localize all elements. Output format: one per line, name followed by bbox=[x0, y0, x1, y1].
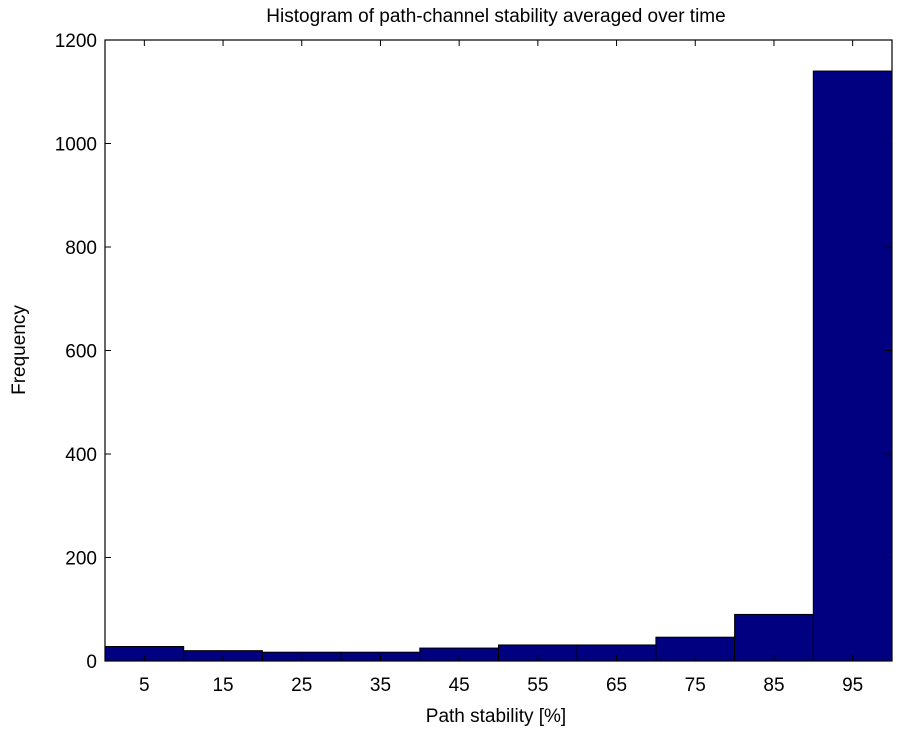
x-tick-label: 85 bbox=[763, 675, 784, 696]
histogram-bar-95 bbox=[812, 70, 893, 662]
y-tick-label: 400 bbox=[65, 445, 97, 466]
plot-frame bbox=[104, 39, 893, 662]
histogram-bar-85 bbox=[734, 613, 814, 662]
x-tick-label: 45 bbox=[449, 675, 470, 696]
bars-group bbox=[104, 70, 893, 662]
y-axis-label: Frequency bbox=[9, 305, 30, 395]
x-tick-label: 55 bbox=[527, 675, 548, 696]
x-axis-label: Path stability [%] bbox=[426, 706, 566, 727]
x-tick-label: 5 bbox=[139, 675, 150, 696]
y-tick-label: 0 bbox=[86, 652, 97, 673]
x-tick-label: 15 bbox=[212, 675, 233, 696]
y-tick-label: 1200 bbox=[55, 31, 97, 52]
x-tick-label: 35 bbox=[370, 675, 391, 696]
x-tick-label: 95 bbox=[842, 675, 863, 696]
x-axis-ticks: 5 15 25 35 45 55 65 75 85 95 bbox=[139, 40, 863, 696]
x-tick-label: 75 bbox=[685, 675, 706, 696]
chart-title: Histogram of path-channel stability aver… bbox=[266, 6, 725, 27]
x-tick-label: 65 bbox=[606, 675, 627, 696]
y-tick-label: 800 bbox=[65, 238, 97, 259]
x-tick-label: 25 bbox=[291, 675, 312, 696]
y-axis-ticks: 0 200 400 600 800 1000 1200 bbox=[55, 31, 892, 673]
y-tick-label: 1000 bbox=[55, 135, 97, 156]
y-tick-label: 600 bbox=[65, 342, 97, 363]
y-tick-label: 200 bbox=[65, 549, 97, 570]
